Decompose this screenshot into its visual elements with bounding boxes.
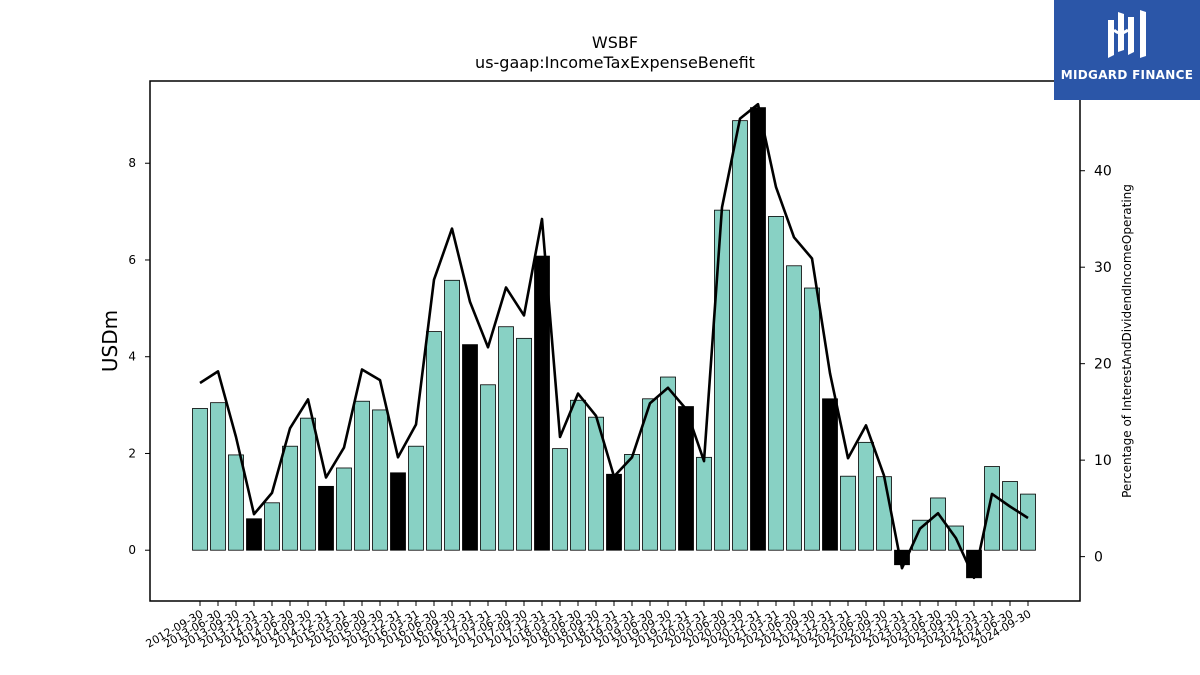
y-axis-label: USDm [98, 310, 122, 372]
bar-2013-06-30 [210, 402, 226, 551]
bar-2014-12-31 [318, 485, 334, 551]
bar-2020-12-31 [750, 107, 766, 551]
bar-2018-03-31 [552, 448, 568, 551]
bar-2020-03-31 [696, 456, 712, 551]
y-tick-label: 2 [128, 446, 136, 460]
bar-2019-03-31 [624, 454, 640, 551]
bar-2022-09-30 [876, 476, 892, 551]
bar-2013-12-31 [246, 518, 262, 551]
chart-title: WSBF [592, 33, 638, 52]
y-tick-label: 4 [128, 350, 136, 364]
bar-2018-12-31 [606, 473, 622, 551]
bar-2014-03-31 [264, 502, 280, 551]
bar-2015-03-31 [336, 467, 352, 551]
bar-2015-09-30 [372, 409, 388, 551]
logo-text: MIDGARD FINANCE [1060, 68, 1194, 82]
bar-2020-06-30 [714, 209, 730, 551]
y2-tick-label: 30 [1094, 260, 1112, 276]
bar-2016-06-30 [426, 331, 442, 551]
bar-2016-12-31 [462, 344, 478, 551]
bar-2024-09-30 [1020, 493, 1036, 551]
bar-layer [192, 107, 1036, 579]
bar-2024-03-31 [984, 466, 1000, 551]
y2-tick-label: 20 [1094, 357, 1112, 373]
y2-tick-label: 10 [1094, 453, 1112, 469]
bar-2016-09-30 [444, 279, 460, 551]
bar-2023-03-31 [912, 519, 928, 551]
y-tick-label: 0 [128, 543, 136, 557]
plot-frame [149, 80, 1081, 602]
bar-2021-06-30 [786, 265, 802, 551]
bar-2014-09-30 [300, 417, 316, 551]
y2-tick-label: 0 [1094, 550, 1103, 566]
bar-2013-09-30 [228, 454, 244, 551]
bar-2018-06-30 [570, 399, 586, 551]
logo-mark-icon [1108, 10, 1146, 58]
bar-2022-03-31 [840, 475, 856, 551]
y-tick-label: 8 [128, 156, 136, 170]
ratio-line [199, 102, 1029, 580]
brand-logo: MIDGARD FINANCE [1054, 0, 1200, 100]
bar-2019-12-31 [678, 406, 694, 551]
bar-2024-06-30 [1002, 481, 1018, 551]
y-tick-label: 6 [128, 253, 136, 267]
bar-2017-06-30 [498, 326, 514, 551]
y2-tick-label: 40 [1094, 164, 1112, 180]
bar-2017-12-31 [534, 255, 550, 551]
chart-subtitle: us-gaap:IncomeTaxExpenseBenefit [475, 53, 755, 72]
bar-2014-06-30 [282, 445, 298, 551]
bar-2015-06-30 [354, 400, 370, 551]
bar-2021-03-31 [768, 216, 784, 551]
bar-2020-09-30 [732, 120, 748, 551]
bar-2022-06-30 [858, 441, 874, 551]
bar-2019-09-30 [660, 376, 676, 551]
bar-2016-03-31 [408, 445, 424, 551]
y2-axis-label: Percentage of InterestAndDividendIncomeO… [1120, 184, 1134, 498]
bar-2019-06-30 [642, 398, 658, 551]
bar-2017-09-30 [516, 337, 532, 551]
bar-2021-09-30 [804, 287, 820, 551]
line-layer [199, 102, 1029, 580]
axes-layer: 024680102030402012-09-302013-06-302013-0… [128, 156, 1111, 650]
bar-2012-09-30 [192, 408, 208, 551]
bar-2017-03-31 [480, 384, 496, 551]
bar-2015-12-31 [390, 472, 406, 551]
bar-2021-12-31 [822, 398, 838, 551]
bar-2023-06-30 [930, 497, 946, 551]
